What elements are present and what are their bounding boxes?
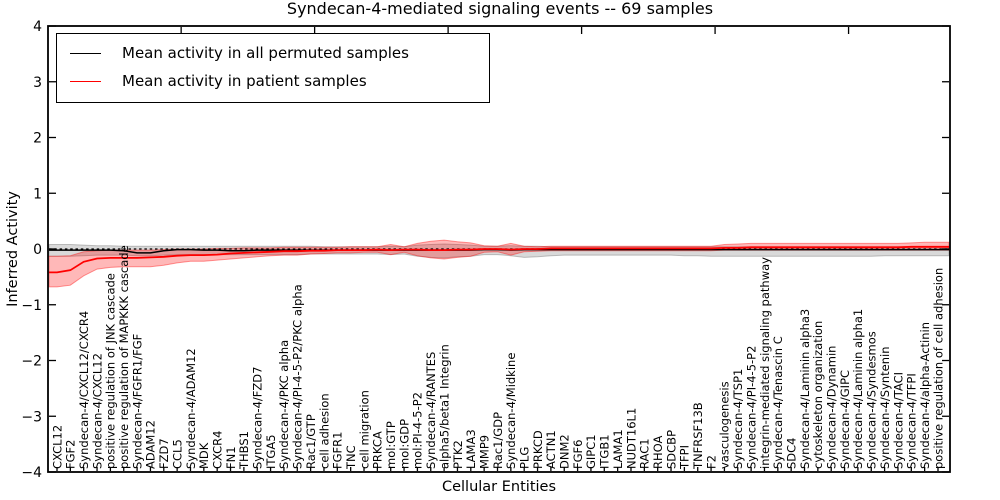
y-tick-label: −1 bbox=[21, 298, 42, 314]
x-tick-label: vasculogenesis bbox=[718, 381, 732, 469]
y-axis-label: Inferred Activity bbox=[5, 191, 21, 307]
x-tick-label: MDK bbox=[197, 442, 211, 469]
x-tick-label: NUDT16L1 bbox=[624, 408, 638, 469]
x-tick-label: CXCR4 bbox=[211, 431, 225, 469]
x-tick-label: ADAM12 bbox=[144, 420, 158, 469]
x-tick-label: ACTN1 bbox=[544, 430, 558, 469]
permuted-line-sample bbox=[70, 52, 101, 54]
x-tick-label: Syndecan-4/RANTES bbox=[424, 352, 438, 469]
x-tick-label: cell adhesion bbox=[317, 393, 331, 469]
x-tick-label: Syndecan-4/TACI bbox=[891, 372, 905, 469]
y-tick-label: −2 bbox=[21, 354, 42, 370]
x-tick-label: Syndecan-4/Dynamin bbox=[825, 346, 839, 469]
x-tick-label: RHOA bbox=[651, 436, 665, 469]
x-tick-label: THBS1 bbox=[237, 431, 251, 470]
y-tick-label: 2 bbox=[33, 131, 42, 147]
x-tick-label: FGFR1 bbox=[331, 432, 345, 469]
y-tick-label: 1 bbox=[33, 186, 42, 202]
legend-label-patient: Mean activity in patient samples bbox=[122, 72, 367, 90]
x-tick-label: Syndecan-4/ADAM12 bbox=[184, 348, 198, 469]
x-tick-labels: CXCL12 FGF2 Syndecan-4/CXCL12/CXCR4 Syndeca… bbox=[50, 245, 945, 470]
chart-title: Syndecan-4-mediated signaling events -- … bbox=[286, 0, 714, 18]
axis-ticks bbox=[49, 25, 949, 473]
y-tick-label: −3 bbox=[21, 409, 42, 425]
x-tick-label: PRKCD bbox=[531, 430, 545, 469]
x-tick-label: SDC4 bbox=[785, 437, 799, 469]
x-tick-label: Syndecan-4/CXCL12 bbox=[90, 353, 104, 469]
x-tick-label: Syndecan-4/PI-4-5-P2 bbox=[744, 346, 758, 469]
y-tick-label: 3 bbox=[33, 75, 42, 91]
x-tick-label: PRKCA bbox=[371, 431, 385, 469]
x-tick-label: Syndecan-4/PI-4-5-P2/PKC alpha bbox=[291, 284, 305, 469]
x-tick-label: CXCL12 bbox=[50, 425, 64, 469]
y-tick-labels: 4 3 2 1 0 −1 −2 −3 −4 bbox=[21, 19, 42, 481]
x-tick-label: Syndecan-4/Tenascin C bbox=[771, 336, 785, 469]
x-tick-label: SDCBP bbox=[664, 430, 678, 469]
x-tick-label: RAC1 bbox=[638, 438, 652, 469]
x-tick-label: TFPI bbox=[678, 445, 692, 470]
x-axis-label: Cellular Entities bbox=[441, 479, 557, 495]
x-tick-label: Syndecan-4/alpha-Actinin bbox=[918, 322, 932, 469]
x-tick-label: integrin-mediated signaling pathway bbox=[758, 257, 772, 469]
legend-row-patient: Mean activity in patient samples bbox=[70, 67, 479, 95]
x-tick-label: FZD7 bbox=[157, 438, 171, 469]
x-tick-label: Rac1/GTP bbox=[304, 414, 318, 469]
x-tick-label: Syndecan-4/Midkine bbox=[504, 353, 518, 469]
x-tick-label: CCL5 bbox=[170, 439, 184, 469]
x-tick-label: Syndecan-4/GIPC bbox=[838, 370, 852, 469]
x-tick-label: DNM2 bbox=[558, 434, 572, 469]
x-tick-label: TNC bbox=[344, 445, 358, 470]
x-tick-label: Rac1/GDP bbox=[491, 412, 505, 469]
patient-mean-line bbox=[49, 245, 949, 274]
x-tick-label: F2 bbox=[704, 455, 718, 469]
x-tick-label: mol:PI-4-5-P2 bbox=[411, 392, 425, 469]
x-tick-label: Syndecan-4/Laminin alpha3 bbox=[798, 309, 812, 469]
x-tick-label: ITGB1 bbox=[598, 434, 612, 469]
x-tick-label: PTK2 bbox=[451, 440, 465, 469]
x-tick-label: PLG bbox=[518, 447, 532, 469]
x-tick-label: Syndecan-4/FZD7 bbox=[251, 367, 265, 469]
x-tick-label: Syndecan-4/Laminin alpha1 bbox=[851, 309, 865, 469]
legend-label-permuted: Mean activity in all permuted samples bbox=[122, 44, 409, 62]
x-tick-label: alpha5/beta1 Integrin bbox=[437, 344, 451, 469]
y-tick-label: −4 bbox=[21, 465, 42, 481]
x-tick-label: ITGA5 bbox=[264, 434, 278, 469]
x-tick-label: MMP9 bbox=[478, 435, 492, 469]
plot-frame bbox=[47, 25, 951, 473]
x-tick-label: FGF2 bbox=[64, 440, 78, 469]
x-tick-label: LAMA1 bbox=[611, 429, 625, 469]
x-tick-label: Syndecan-4/Syntenin bbox=[878, 346, 892, 469]
x-tick-label: GIPC1 bbox=[584, 434, 598, 469]
x-tick-label: positive regulation of MAPKKK cascade bbox=[117, 245, 131, 469]
x-tick-label: FGF6 bbox=[571, 440, 585, 469]
patient-line-sample bbox=[70, 80, 101, 82]
x-tick-label: mol:GDP bbox=[397, 419, 411, 469]
x-tick-label: Syndecan-4/PKC alpha bbox=[277, 340, 291, 469]
x-tick-label: cytoskeleton organization bbox=[811, 321, 825, 469]
x-tick-label: Syndecan-4/CXCL12/CXCR4 bbox=[77, 311, 91, 469]
y-tick-label: 4 bbox=[33, 19, 42, 35]
x-tick-label: positive regulation of cell adhesion bbox=[931, 268, 945, 469]
x-tick-label: Syndecan-4/TSP1 bbox=[731, 369, 745, 469]
x-tick-label: LAMA3 bbox=[464, 429, 478, 469]
legend: Mean activity in all permuted samples Me… bbox=[56, 33, 490, 103]
x-tick-label: Syndecan-4/TFPI bbox=[905, 373, 919, 469]
x-tick-label: Syndecan-4/Syndesmos bbox=[865, 331, 879, 469]
x-tick-label: TNFRSF13B bbox=[691, 402, 705, 470]
legend-row-permuted: Mean activity in all permuted samples bbox=[70, 39, 479, 67]
x-tick-label: FN1 bbox=[224, 446, 238, 469]
x-tick-label: Syndecan-4/FGFR1/FGF bbox=[130, 334, 144, 469]
x-tick-label: mol:GTP bbox=[384, 421, 398, 469]
x-tick-label: cell migration bbox=[357, 390, 371, 469]
x-tick-label: positive regulation of JNK cascade bbox=[104, 273, 118, 469]
y-tick-label: 0 bbox=[33, 242, 42, 258]
